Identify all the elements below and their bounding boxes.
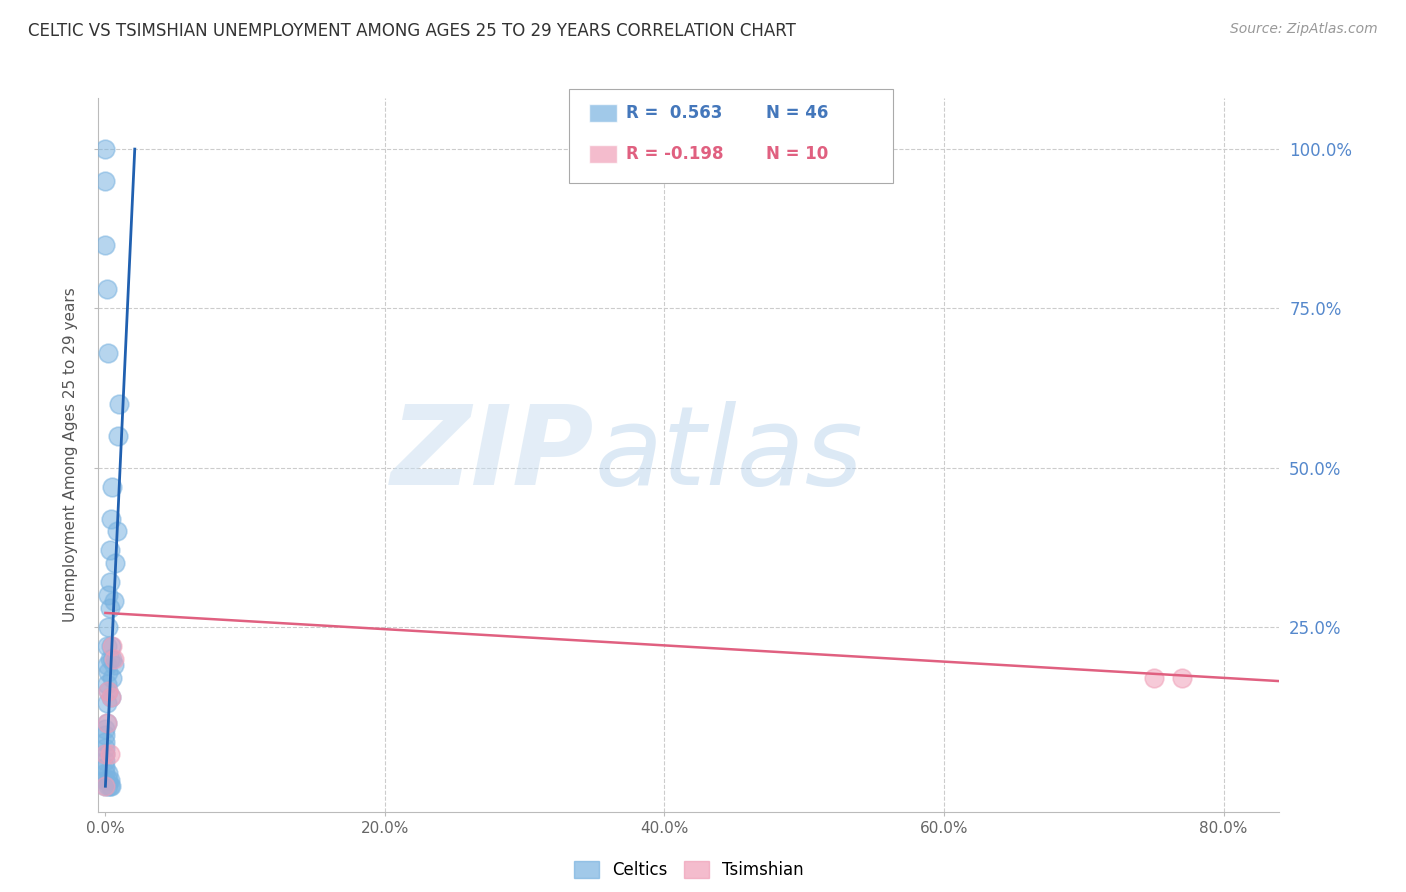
Text: ZIP: ZIP [391,401,595,508]
Text: CELTIC VS TSIMSHIAN UNEMPLOYMENT AMONG AGES 25 TO 29 YEARS CORRELATION CHART: CELTIC VS TSIMSHIAN UNEMPLOYMENT AMONG A… [28,22,796,40]
Point [100,639,122,653]
Legend: Celtics, Tsimshian: Celtics, Tsimshian [567,854,811,886]
Point [98,543,121,558]
Point [103,658,125,673]
Point [105,524,128,539]
Point [100,511,122,525]
Point [101,652,124,666]
Point [98,600,121,615]
Point [94,779,117,793]
Point [94,747,117,762]
Point [103,652,125,666]
Point [97,665,120,679]
Point [96,677,118,691]
Point [96,639,118,653]
Point [97,683,120,698]
Point [98,747,121,762]
Point [94,722,117,736]
Point [94,741,117,756]
Text: N = 46: N = 46 [766,104,828,122]
FancyBboxPatch shape [589,104,617,122]
Point [96,658,118,673]
Point [101,671,124,685]
Point [94,142,117,156]
Point [96,282,118,296]
Point [103,594,125,608]
Text: R =  0.563: R = 0.563 [626,104,723,122]
Point [94,779,117,793]
Point [1143,671,1166,685]
Point [96,715,118,730]
Point [97,620,120,634]
Point [96,697,118,711]
Point [98,772,121,787]
Point [94,747,117,762]
Point [98,652,121,666]
Y-axis label: Unemployment Among Ages 25 to 29 years: Unemployment Among Ages 25 to 29 years [63,287,79,623]
Point [101,639,124,653]
Point [104,556,127,570]
Point [101,480,124,494]
Point [97,683,120,698]
Point [94,237,117,252]
Point [100,690,122,704]
Point [100,690,122,704]
Point [96,715,118,730]
Point [98,779,121,793]
Point [94,728,117,742]
Point [108,397,131,411]
Point [94,734,117,748]
Text: R = -0.198: R = -0.198 [626,145,723,163]
Text: N = 10: N = 10 [766,145,828,163]
Point [107,429,129,443]
Point [97,766,120,780]
FancyBboxPatch shape [589,145,617,163]
Point [97,779,120,793]
Point [97,772,120,787]
Point [94,766,117,780]
Point [94,772,117,787]
Point [100,779,122,793]
Point [94,760,117,774]
Text: atlas: atlas [595,401,863,508]
Point [98,575,121,590]
Point [94,754,117,768]
Point [97,346,120,360]
Point [1170,671,1192,685]
Point [97,588,120,602]
Point [94,174,117,188]
Text: Source: ZipAtlas.com: Source: ZipAtlas.com [1230,22,1378,37]
